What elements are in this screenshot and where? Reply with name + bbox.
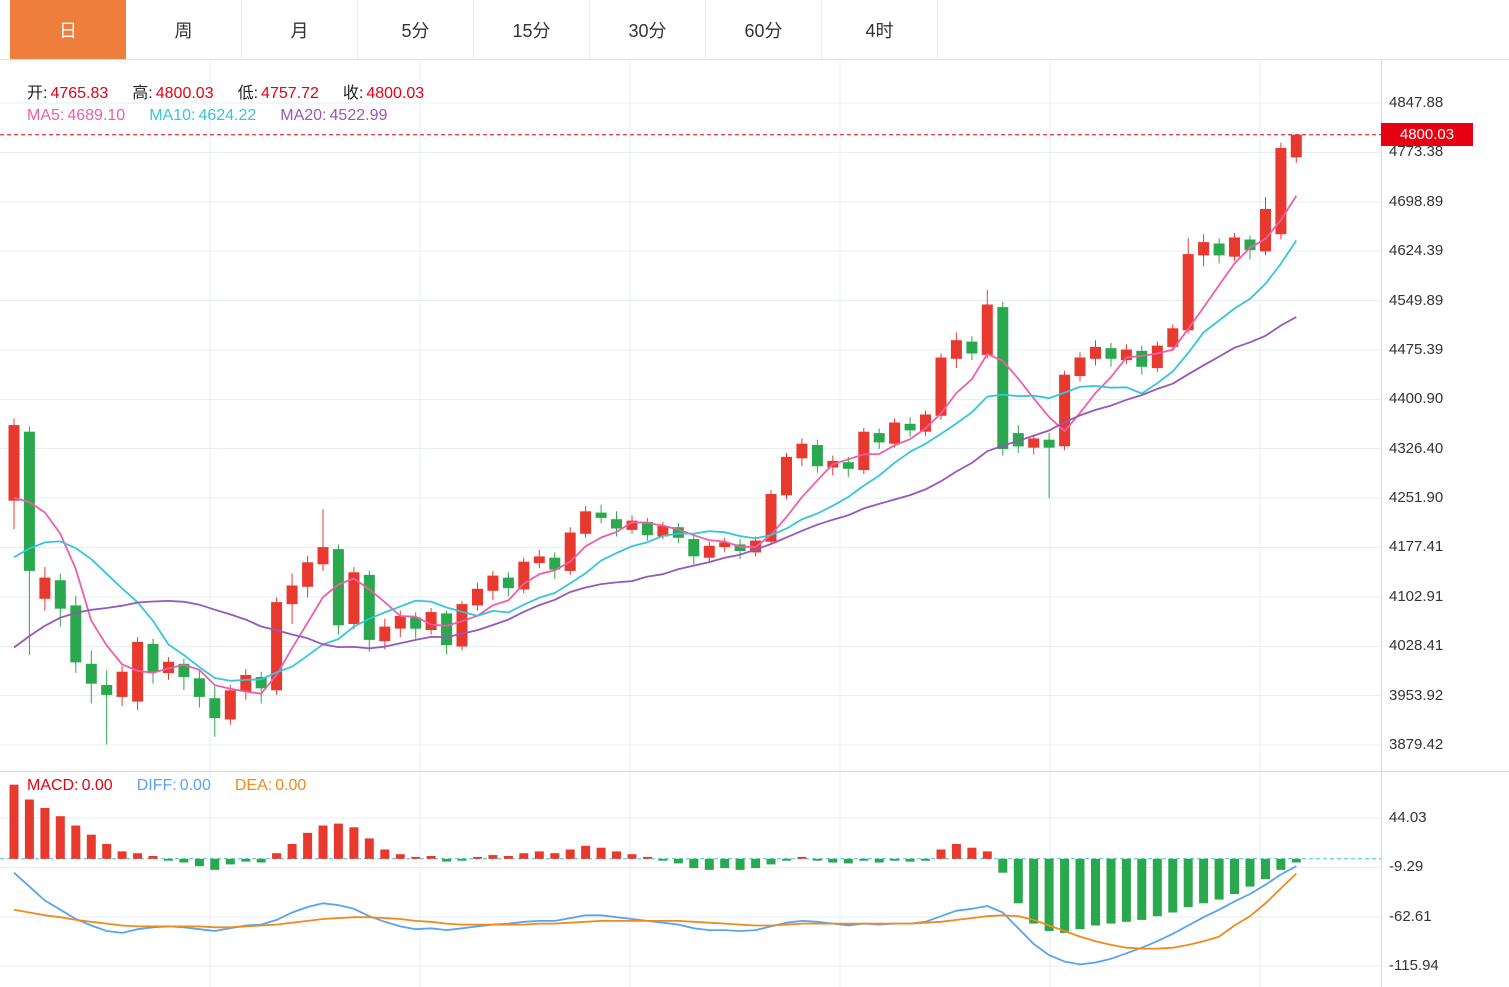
axis-tick: 3953.92 — [1389, 686, 1444, 704]
ma-legend: MA5: 4689.10 MA10: 4624.22 MA20: 4522.99 — [27, 107, 387, 125]
axis-tick: -62.61 — [1389, 907, 1432, 925]
macd-histogram — [9, 784, 1301, 933]
tab-月[interactable]: 月 — [242, 0, 358, 59]
ma5-line — [13, 195, 1298, 695]
legend-item: 收: 4800.03 — [342, 85, 425, 102]
tab-5分[interactable]: 5分 — [358, 0, 474, 59]
tab-30分[interactable]: 30分 — [590, 0, 706, 59]
axis-tick: 4549.89 — [1389, 291, 1444, 309]
axis-tick: 4028.41 — [1389, 637, 1444, 655]
axis-tick: 4475.39 — [1389, 340, 1444, 358]
axis-tick: 4102.91 — [1389, 587, 1444, 605]
axis-tick: 4698.89 — [1389, 192, 1444, 210]
ma20-line — [13, 316, 1297, 650]
macd-legend: MACD: 0.00 DIFF: 0.00 DEA: 0.00 — [27, 777, 306, 795]
tab-60分[interactable]: 60分 — [706, 0, 822, 59]
axis-tick: 4847.88 — [1389, 94, 1444, 111]
axis-tick: 4326.40 — [1389, 439, 1444, 457]
tab-周[interactable]: 周 — [126, 0, 242, 59]
ohlc-legend: 开: 4765.83 高: 4800.03 低: 4757.72 收: 4800.03 — [27, 79, 424, 103]
legend-item: MACD: 0.00 — [27, 777, 113, 794]
tab-15分[interactable]: 15分 — [474, 0, 590, 59]
last-price-badge: 4800.03 — [1381, 123, 1473, 147]
legend-item: 开: 4765.83 — [27, 85, 109, 102]
gridlines — [0, 61, 1381, 987]
axis-tick: 4400.90 — [1389, 390, 1444, 408]
price-chart-area[interactable] — [0, 61, 1381, 771]
timeframe-tabbar: 日周月 5分 15分 30分 60分 4时 — [0, 0, 1509, 60]
ma10-line — [13, 240, 1298, 682]
tab-日[interactable]: 日 — [10, 0, 126, 59]
legend-item: MA5: 4689.10 — [27, 107, 126, 124]
axis-tick: -9.29 — [1389, 858, 1424, 876]
tab-4时[interactable]: 4时 — [822, 0, 938, 59]
price-axis-labels: 4847.88 4773.38 4698.89 4624.39 4549.89 4475.… — [1389, 0, 1507, 987]
axis-tick: 4177.41 — [1389, 538, 1444, 556]
dea-line — [13, 872, 1297, 950]
axis-tick: 4773.38 — [1389, 143, 1444, 161]
axis-tick: 3879.42 — [1389, 736, 1444, 754]
legend-item: DIFF: 0.00 — [136, 777, 211, 794]
axis-tick: 4624.39 — [1389, 242, 1444, 260]
legend-item: MA20: 4522.99 — [280, 107, 388, 124]
macd-chart-area[interactable] — [0, 772, 1381, 987]
legend-item: 低: 4757.72 — [237, 85, 319, 102]
legend-item: DEA: 0.00 — [234, 777, 307, 794]
axis-tick: 44.03 — [1389, 809, 1427, 827]
legend-item: 高: 4800.03 — [132, 85, 214, 102]
axis-tick: -115.94 — [1389, 957, 1439, 975]
legend-item: MA10: 4624.22 — [149, 107, 257, 124]
axis-tick: 4251.90 — [1389, 489, 1444, 507]
